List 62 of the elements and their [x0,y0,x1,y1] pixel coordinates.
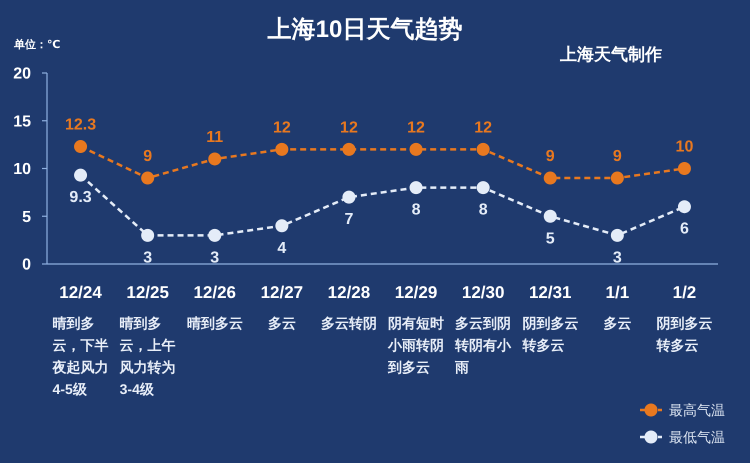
annotation-line: 多云转阴 [320,315,377,331]
xtick: 1/2 [672,283,696,302]
annotation-line: 多云 [268,315,296,331]
xtick: 1/1 [606,283,630,302]
data-label: 12 [340,119,358,136]
annotation: 上海天气制作 [560,45,662,64]
annotation-line: 多云到阴 [455,315,512,331]
data-label: 6 [680,220,689,238]
xtick: 12/29 [394,283,438,302]
data-label: 3 [210,249,220,266]
annotation-line: 3-4级 [120,381,154,397]
xtick: 12/28 [328,283,370,302]
data-label: 9 [612,148,622,166]
xtick: 12/27 [260,283,304,302]
ytick: 0 [22,256,31,274]
data-label: 12 [407,119,425,136]
data-label: 4 [277,240,286,257]
annotation-line: 阴有短时 [388,315,444,331]
data-label: 3 [143,249,152,266]
data-label: 5 [546,230,555,248]
xtick: 12/26 [193,283,236,302]
xtick: 12/30 [462,283,504,302]
data-label: 9 [143,148,152,166]
title: 上海10日天气趋势 [268,16,462,43]
xtick: 12/31 [528,283,572,302]
legend-label: 最低气温 [669,429,725,445]
data-label: 8 [412,202,420,219]
ytick: 10 [13,161,31,178]
annotation-line: 雨 [455,359,470,375]
annotation-line: 云，下半 [52,337,109,353]
annotation-line: 阴到多云 [656,315,712,331]
annotation-line: 晴到多云 [186,315,243,331]
annotation-line: 晴到多 [120,315,162,331]
annotation-line: 转多云 [522,337,564,353]
data-label: 12 [272,119,291,136]
data-label: 12 [474,119,492,136]
data-label: 9 [546,148,555,166]
ylabel: 单位：℃ [14,39,60,51]
data-label: 9.3 [69,189,92,206]
annotation-line: 转多云 [656,337,698,353]
annotation-line: 小雨转阴 [388,337,444,353]
annotation-line: 夜起风力 [52,359,109,375]
ytick: 20 [13,66,31,82]
data-label: 3 [612,249,622,266]
annotation-line: 转阴有小 [455,337,512,353]
xtick: 12/24 [59,283,102,302]
data-label: 11 [206,128,224,146]
annotation-line: 晴到多 [52,315,95,331]
xtick: 12/25 [126,283,169,302]
ytick: 15 [13,113,31,130]
data-label: 12.3 [64,116,96,134]
data-label: 10 [676,138,694,156]
legend-label: 最高气温 [669,402,725,418]
annotation-line: 到多云 [388,359,430,375]
annotation-line: 4-5级 [52,381,87,397]
annotation-line: 云，上午 [120,337,176,353]
annotation-line: 阴到多云 [522,315,578,331]
annotation-line: 多云 [603,315,632,331]
data-label: 8 [478,202,488,219]
data-label: 7 [344,211,354,228]
ytick: 5 [22,208,31,226]
annotation-line: 风力转为 [120,359,176,375]
